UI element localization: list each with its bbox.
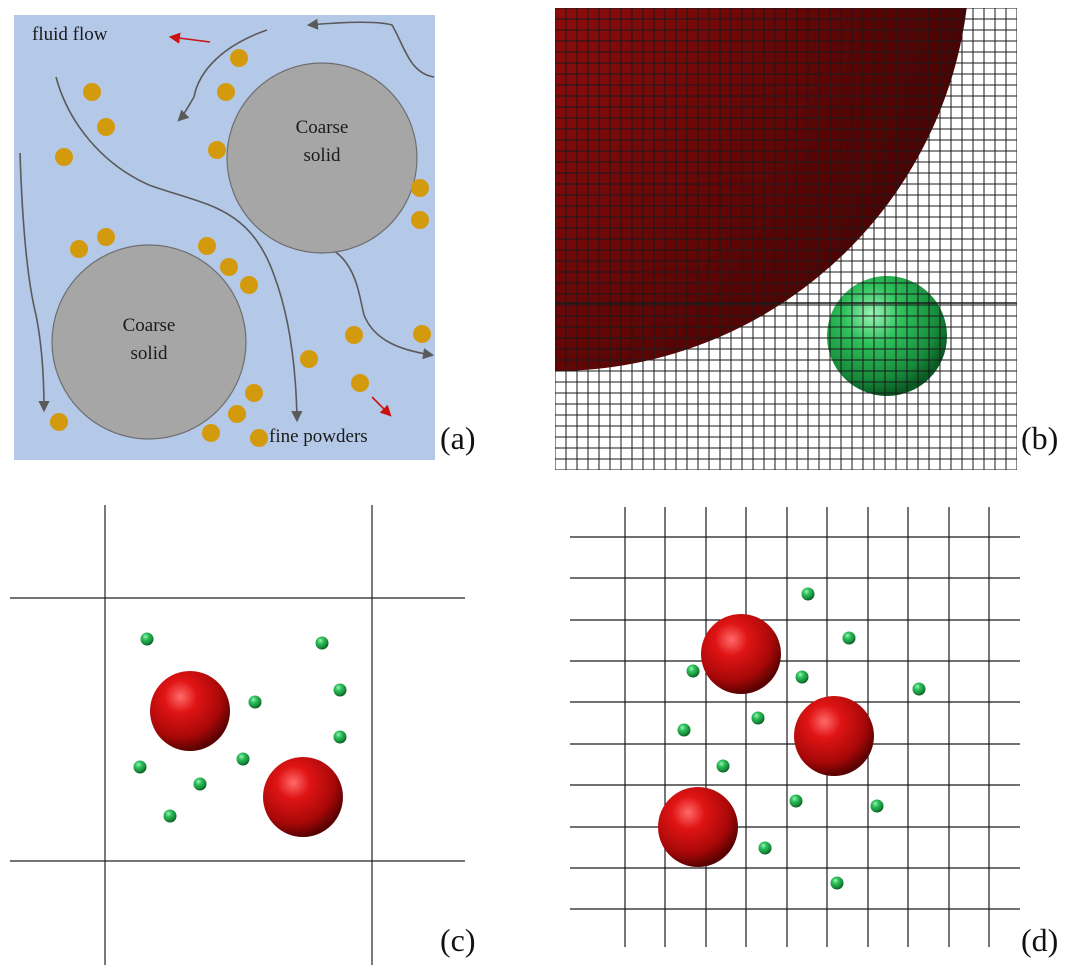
green-particle: [912, 682, 926, 696]
panel-c: [10, 505, 470, 965]
fine-powder: [245, 384, 263, 402]
fine-powder: [228, 405, 246, 423]
red-particles: [658, 614, 874, 867]
small-green-particle: [827, 276, 947, 396]
fine-powder: [217, 83, 235, 101]
green-particle: [248, 695, 262, 709]
fine-powder: [345, 326, 363, 344]
fine-powder: [208, 141, 226, 159]
red-particle: [150, 671, 230, 751]
flow-arrow: [326, 246, 435, 360]
panel-label-d: (d): [1021, 922, 1059, 958]
fine-powder: [351, 374, 369, 392]
fine-powder: [198, 237, 216, 255]
fine-powder: [202, 424, 220, 442]
fine-powder: [220, 258, 238, 276]
panel-d-drawing: [570, 507, 1020, 947]
green-particle: [333, 730, 347, 744]
green-particle: [236, 752, 250, 766]
green-particle: [830, 876, 844, 890]
motion-arrow: [371, 396, 392, 417]
panel-b: [555, 8, 1017, 470]
red-particle: [658, 787, 738, 867]
red-particles: [150, 671, 343, 837]
panel-b-drawing: [555, 8, 1017, 470]
motion-arrow: [168, 32, 211, 44]
green-particles: [677, 587, 926, 890]
fluid-flow-label: fluid flow: [32, 24, 108, 45]
green-particle: [789, 794, 803, 808]
medium-mesh-grid: [570, 507, 1020, 947]
coarse-solid: [51, 244, 247, 440]
panel-a: Coarse solid Coarse solid: [14, 15, 435, 460]
green-particle: [842, 631, 856, 645]
panel-label-a: (a): [440, 420, 476, 456]
coarse-solid-label: solid: [304, 145, 341, 166]
coarse-solid: [226, 62, 418, 254]
green-particle: [315, 636, 329, 650]
fine-powder: [240, 276, 258, 294]
flow-arrow: [55, 76, 303, 423]
fine-powder: [411, 211, 429, 229]
green-particle: [801, 587, 815, 601]
green-particles: [133, 632, 347, 823]
panel-a-drawing: Coarse solid Coarse solid: [14, 15, 435, 460]
fine-powder: [97, 228, 115, 246]
fine-powder: [55, 148, 73, 166]
red-particle: [794, 696, 874, 776]
green-particle: [333, 683, 347, 697]
fine-powders-label: fine powders: [269, 426, 368, 447]
fine-powder: [411, 179, 429, 197]
fine-powder: [413, 325, 431, 343]
red-particle: [701, 614, 781, 694]
coarse-mesh-grid: [10, 505, 465, 965]
fine-mesh-grid: [555, 8, 1017, 470]
panel-label-c: (c): [440, 922, 476, 958]
fine-powder: [97, 118, 115, 136]
green-particle: [758, 841, 772, 855]
green-particle: [163, 809, 177, 823]
panel-c-drawing: [10, 505, 465, 965]
green-particle: [133, 760, 147, 774]
panel-d: [570, 507, 1020, 947]
coarse-solid-label: solid: [131, 343, 168, 364]
coarse-solid-label: Coarse: [123, 315, 176, 336]
green-particle: [751, 711, 765, 725]
green-particle: [193, 777, 207, 791]
green-particle: [677, 723, 691, 737]
flow-arrow: [306, 18, 435, 78]
red-particle: [263, 757, 343, 837]
flow-arrow: [19, 152, 50, 413]
flow-arrow: [177, 29, 268, 122]
fine-powder: [83, 83, 101, 101]
flow-streamlines: [19, 18, 435, 423]
fine-powder: [300, 350, 318, 368]
fine-powder: [50, 413, 68, 431]
fine-powder-group: [50, 49, 431, 447]
green-particle: [686, 664, 700, 678]
green-particle: [795, 670, 809, 684]
green-particle: [140, 632, 154, 646]
panel-label-b: (b): [1021, 420, 1059, 456]
green-particle: [716, 759, 730, 773]
coarse-solid-label: Coarse: [296, 117, 349, 138]
green-particle: [870, 799, 884, 813]
large-red-particle: [555, 8, 967, 371]
fine-powder: [250, 429, 268, 447]
fine-powder: [70, 240, 88, 258]
fine-powder: [230, 49, 248, 67]
